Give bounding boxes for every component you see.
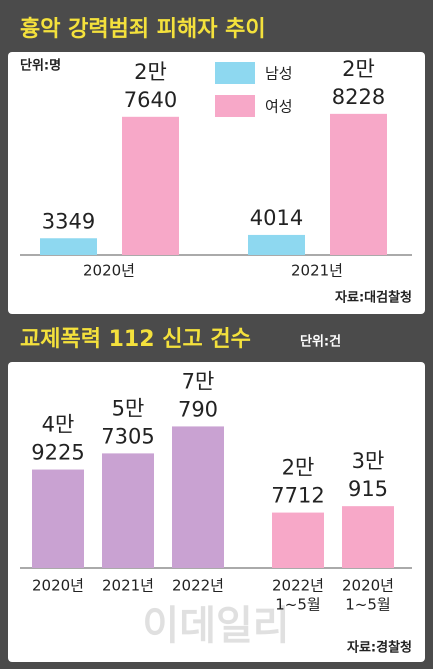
x-tick-label: 2021년: [102, 577, 154, 595]
bar: [330, 113, 387, 255]
x-tick-label: 2020년: [342, 577, 394, 595]
bar: [342, 506, 394, 568]
value-label: 2만: [134, 60, 167, 84]
x-tick-label: 2021년: [291, 262, 343, 280]
unit: 단위:건: [300, 334, 341, 350]
bar: [272, 512, 324, 568]
bar: [172, 426, 224, 568]
bar: [32, 469, 84, 568]
value-label: 2만: [282, 456, 315, 480]
x-tick-label: 2020년: [32, 577, 84, 595]
value-label: 7712: [271, 484, 324, 508]
chart-title: 교제폭력 112 신고 건수: [20, 327, 251, 352]
x-tick-label: 1~5월: [345, 596, 390, 614]
x-tick-label: 1~5월: [275, 596, 320, 614]
bar: [122, 116, 179, 255]
value-label: 3만: [352, 449, 385, 473]
chart-title: 흉악 강력범죄 피해자 추이: [20, 17, 266, 42]
legend-swatch: [215, 95, 255, 117]
x-tick-label: 2020년: [83, 262, 135, 280]
x-tick-label: 2022년: [272, 577, 324, 595]
value-label: 7640: [124, 88, 177, 112]
value-label: 9225: [31, 441, 84, 465]
value-label: 4014: [250, 206, 303, 230]
source: 자료:경찰청: [347, 640, 412, 656]
bar: [40, 238, 97, 255]
watermark: 이데일리: [142, 603, 289, 649]
value-label: 2만: [342, 57, 375, 81]
legend-label: 여성: [265, 98, 293, 116]
x-tick-label: 2022년: [172, 577, 224, 595]
value-label: 8228: [332, 85, 385, 109]
unit: 단위:명: [20, 58, 61, 74]
value-label: 3349: [42, 209, 95, 233]
legend-label: 남성: [265, 65, 293, 83]
panel: [8, 52, 425, 314]
value-label: 7305: [101, 424, 154, 448]
source: 자료:대검찰청: [335, 290, 412, 306]
legend-swatch: [215, 62, 255, 84]
bar: [102, 453, 154, 568]
value-label: 5만: [112, 396, 145, 420]
value-label: 790: [178, 397, 218, 421]
value-label: 7만: [182, 369, 215, 393]
value-label: 915: [348, 477, 388, 501]
value-label: 4만: [42, 413, 75, 437]
bar: [248, 234, 305, 255]
